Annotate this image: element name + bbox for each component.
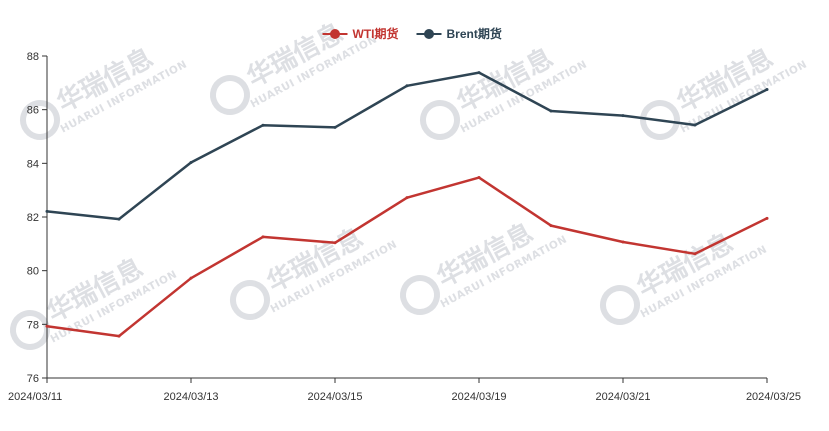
legend-item-0[interactable]: WTI期货 [322,26,399,41]
data-point [45,209,49,213]
y-tick-label: 86 [27,105,39,117]
data-point [189,276,193,280]
watermark-logo-icon [600,285,640,325]
data-point [549,224,553,228]
watermark-logo-icon [20,100,60,140]
watermark-logo-icon [210,75,250,115]
watermark-logo-icon [230,280,270,320]
x-tick-label: 2024/03/19 [451,391,506,403]
data-point [117,217,121,221]
data-point [477,71,481,75]
data-point [621,240,625,244]
data-point [333,241,337,245]
x-tick-label: 2024/03/13 [163,391,218,403]
data-point [621,114,625,118]
legend-label: Brent期货 [447,26,502,41]
x-tick-label: 2024/03/11 [8,391,62,403]
data-point [117,334,121,338]
y-tick-label: 84 [27,158,39,170]
axes: 76 78 80 82 84 86 88 2024/03/11 2024/03/13 2024/0… [8,51,801,403]
y-tick-label: 76 [27,373,39,385]
data-point [765,88,769,92]
watermark-logo-icon [400,275,440,315]
data-point [549,109,553,113]
y-tick-label: 82 [27,212,39,224]
data-point [45,324,49,328]
data-point [333,125,337,129]
data-point [693,252,697,256]
data-point [261,123,265,127]
x-tick-label: 2024/03/25 [746,391,801,403]
y-tick-label: 88 [27,51,39,63]
series-layer [45,71,769,338]
legend-marker [330,29,340,39]
legend-label: WTI期货 [353,26,399,41]
legend-item-1[interactable]: Brent期货 [416,26,502,41]
data-point [477,176,481,180]
x-tick-label: 2024/03/21 [595,391,650,403]
legend[interactable]: WTI期货 Brent期货 [322,26,502,41]
data-point [189,161,193,165]
x-tick-label: 2024/03/15 [307,391,362,403]
watermark-logo-icon [10,310,50,350]
data-point [405,196,409,200]
y-tick-label: 78 [27,319,39,331]
watermark-logo-icon [420,100,460,140]
legend-marker [424,29,434,39]
data-point [261,235,265,239]
data-point [765,216,769,220]
watermark-logo-icon [640,100,680,140]
data-point [693,123,697,127]
y-tick-label: 80 [27,266,39,278]
data-point [405,84,409,88]
